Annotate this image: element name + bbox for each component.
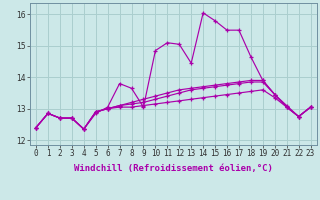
X-axis label: Windchill (Refroidissement éolien,°C): Windchill (Refroidissement éolien,°C) bbox=[74, 164, 273, 173]
